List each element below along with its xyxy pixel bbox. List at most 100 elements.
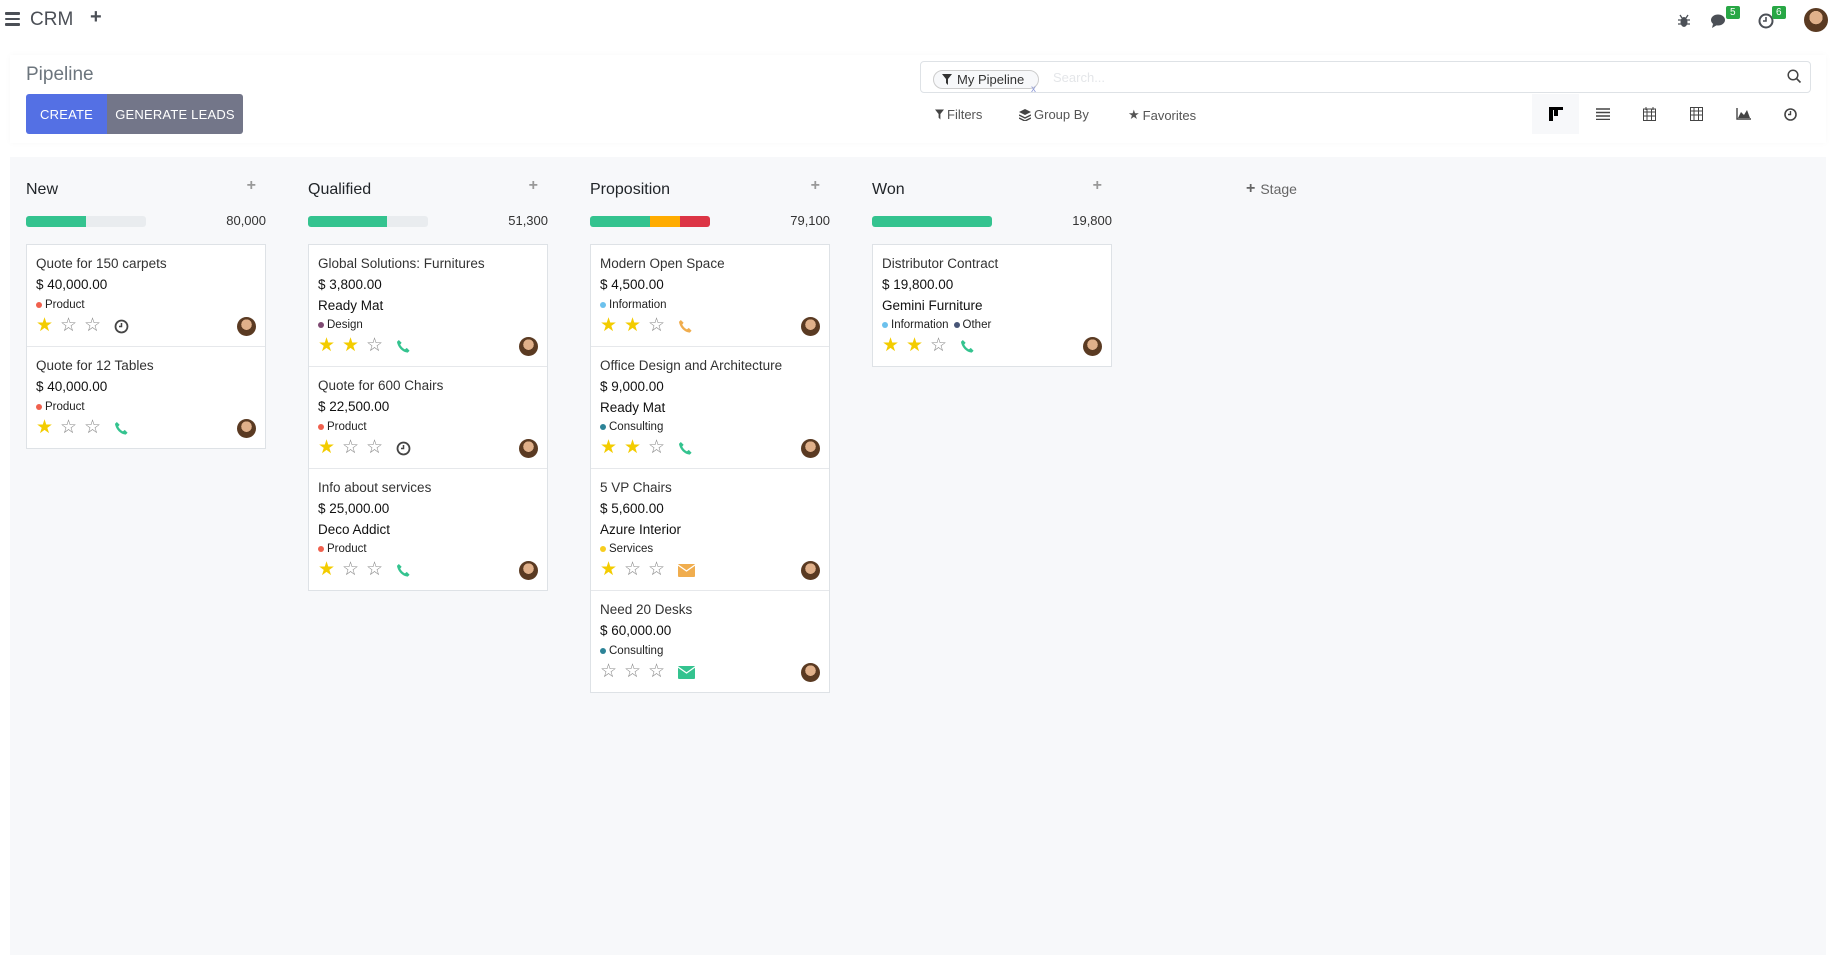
priority-star-icon[interactable]: ☆ — [366, 559, 384, 580]
priority-star-icon[interactable]: ☆ — [60, 417, 78, 438]
search-input[interactable]: Search... — [1053, 70, 1106, 85]
quick-create-plus-icon[interactable]: + — [90, 6, 102, 28]
activity-indicator[interactable] — [396, 339, 411, 354]
column-title[interactable]: Proposition — [590, 181, 671, 198]
search-icon[interactable] — [1787, 69, 1802, 84]
quick-add-plus-icon[interactable]: + — [246, 177, 256, 194]
priority-star-icon[interactable]: ☆ — [342, 437, 360, 458]
progress-segment[interactable] — [590, 216, 650, 227]
activity-indicator[interactable] — [396, 563, 411, 578]
envelope-icon[interactable] — [678, 563, 695, 577]
priority-star-icon[interactable]: ☆ — [648, 315, 666, 336]
priority-star-icon[interactable]: ☆ — [648, 661, 666, 682]
phone-icon[interactable] — [678, 319, 693, 334]
add-stage-button[interactable]: + Stage — [1246, 180, 1297, 198]
menu-icon[interactable] — [5, 12, 20, 26]
phone-icon[interactable] — [960, 339, 975, 354]
clock-icon[interactable] — [396, 441, 411, 456]
priority-star-icon[interactable]: ☆ — [366, 335, 384, 356]
quick-add-plus-icon[interactable]: + — [528, 177, 538, 194]
priority-star-icon[interactable]: ☆ — [930, 335, 948, 356]
column-progress-bar[interactable] — [872, 216, 992, 227]
favorites-dropdown[interactable]: ★ Favorites — [1128, 107, 1196, 123]
phone-icon[interactable] — [396, 339, 411, 354]
priority-star-icon[interactable]: ★ — [882, 335, 900, 356]
kanban-card[interactable]: Quote for 600 Chairs $ 22,500.00 Product… — [309, 367, 547, 469]
activity-indicator[interactable] — [114, 421, 129, 436]
priority-star-icon[interactable]: ★ — [624, 315, 642, 336]
pivot-view-button[interactable] — [1673, 94, 1720, 134]
activity-view-button[interactable] — [1767, 94, 1814, 134]
app-name[interactable]: CRM — [30, 9, 74, 30]
generate-leads-button[interactable]: GENERATE LEADS — [107, 94, 243, 134]
priority-star-icon[interactable]: ☆ — [600, 661, 618, 682]
priority-star-icon[interactable]: ☆ — [84, 315, 102, 336]
priority-star-icon[interactable]: ★ — [624, 437, 642, 458]
phone-icon[interactable] — [678, 441, 693, 456]
column-title[interactable]: New — [26, 181, 59, 198]
priority-star-icon[interactable]: ★ — [36, 315, 54, 336]
kanban-view-button[interactable] — [1532, 94, 1579, 134]
user-avatar[interactable] — [1804, 8, 1828, 32]
calendar-view-button[interactable] — [1626, 94, 1673, 134]
phone-icon[interactable] — [114, 421, 129, 436]
activity-indicator[interactable] — [114, 319, 129, 334]
create-button[interactable]: CREATE — [26, 94, 107, 134]
kanban-card[interactable]: Info about services $ 25,000.00 Deco Add… — [309, 469, 547, 590]
priority-star-icon[interactable]: ★ — [600, 315, 618, 336]
priority-star-icon[interactable]: ★ — [906, 335, 924, 356]
kanban-card[interactable]: Quote for 12 Tables $ 40,000.00 Product … — [27, 347, 265, 448]
debug-bug-icon[interactable] — [1678, 8, 1690, 34]
priority-star-icon[interactable]: ☆ — [60, 315, 78, 336]
activity-indicator[interactable] — [960, 339, 975, 354]
activity-indicator[interactable] — [678, 563, 695, 577]
activity-indicator[interactable] — [678, 665, 695, 679]
priority-star-icon[interactable]: ★ — [318, 335, 336, 356]
search-facet[interactable]: My Pipeline — [933, 70, 1040, 89]
column-progress-bar[interactable] — [590, 216, 710, 227]
priority-star-icon[interactable]: ★ — [318, 437, 336, 458]
column-title[interactable]: Qualified — [308, 181, 372, 198]
phone-icon[interactable] — [396, 563, 411, 578]
priority-star-icon[interactable]: ☆ — [84, 417, 102, 438]
priority-star-icon[interactable]: ★ — [36, 417, 54, 438]
graph-view-button[interactable] — [1720, 94, 1767, 134]
priority-star-icon[interactable]: ★ — [342, 335, 360, 356]
priority-star-icon[interactable]: ☆ — [648, 559, 666, 580]
clock-icon[interactable] — [114, 319, 129, 334]
remove-facet-icon[interactable]: x — [1031, 84, 1036, 95]
kanban-card[interactable]: Need 20 Desks $ 60,000.00 Consulting ☆ ☆ ☆ — [591, 591, 829, 692]
activity-indicator[interactable] — [678, 319, 693, 334]
kanban-card[interactable]: Modern Open Space $ 4,500.00 Information… — [591, 245, 829, 347]
progress-segment[interactable] — [872, 216, 992, 227]
column-progress-bar[interactable] — [308, 216, 428, 227]
column-title[interactable]: Won — [872, 181, 905, 198]
column-progress-bar[interactable] — [26, 216, 146, 227]
activities-button[interactable]: 6 — [1758, 6, 1786, 34]
kanban-card[interactable]: Distributor Contract $ 19,800.00 Gemini … — [873, 245, 1111, 366]
list-view-button[interactable] — [1579, 94, 1626, 134]
progress-segment[interactable] — [650, 216, 680, 227]
envelope-icon[interactable] — [678, 665, 695, 679]
filters-dropdown[interactable]: Filters — [935, 107, 982, 122]
priority-star-icon[interactable]: ★ — [600, 559, 618, 580]
messages-button[interactable]: 5 — [1710, 6, 1740, 34]
kanban-card[interactable]: Quote for 150 carpets $ 40,000.00 Produc… — [27, 245, 265, 347]
priority-star-icon[interactable]: ☆ — [624, 559, 642, 580]
priority-star-icon[interactable]: ☆ — [366, 437, 384, 458]
quick-add-plus-icon[interactable]: + — [1092, 177, 1102, 194]
priority-star-icon[interactable]: ★ — [318, 559, 336, 580]
progress-segment[interactable] — [680, 216, 710, 227]
progress-segment[interactable] — [308, 216, 388, 227]
activity-indicator[interactable] — [678, 441, 693, 456]
priority-star-icon[interactable]: ☆ — [342, 559, 360, 580]
quick-add-plus-icon[interactable]: + — [810, 177, 820, 194]
kanban-card[interactable]: 5 VP Chairs $ 5,600.00 Azure Interior Se… — [591, 469, 829, 591]
kanban-card[interactable]: Global Solutions: Furnitures $ 3,800.00 … — [309, 245, 547, 367]
priority-star-icon[interactable]: ★ — [600, 437, 618, 458]
activity-indicator[interactable] — [396, 441, 411, 456]
kanban-card[interactable]: Office Design and Architecture $ 9,000.0… — [591, 347, 829, 469]
priority-star-icon[interactable]: ☆ — [624, 661, 642, 682]
group-by-dropdown[interactable]: Group By — [1019, 107, 1089, 122]
search-bar[interactable]: My Pipeline x Search... — [920, 61, 1811, 95]
